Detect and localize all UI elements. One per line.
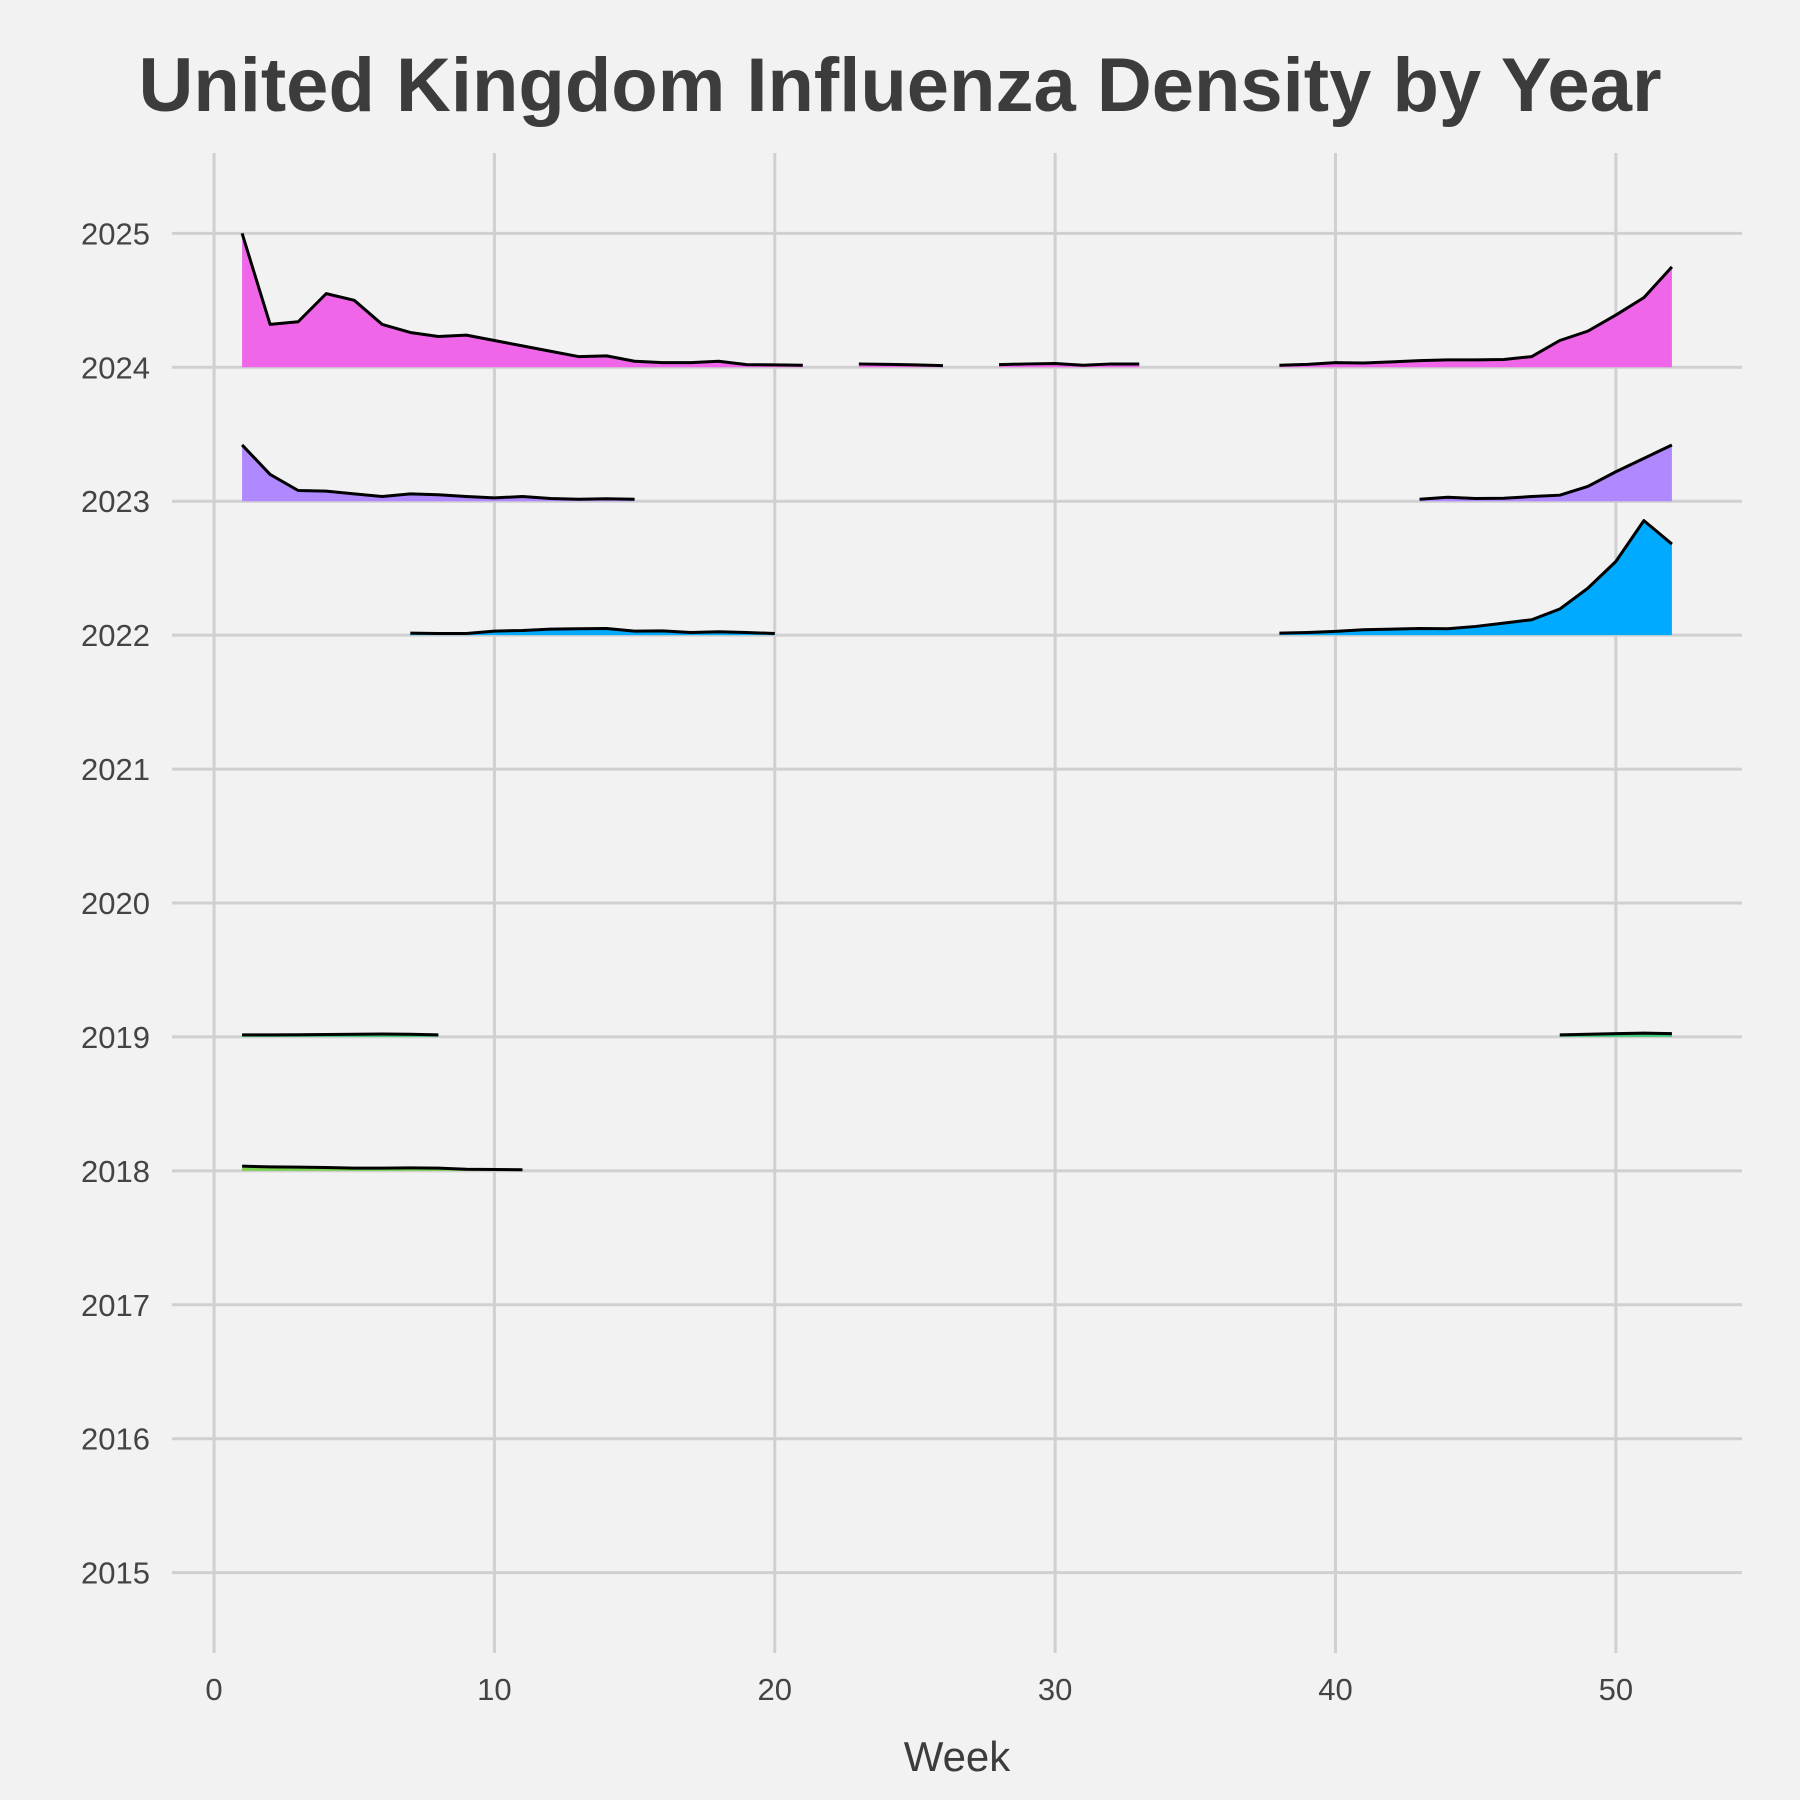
y-tick-label: 2023 — [81, 484, 150, 519]
density-line-2024 — [240, 232, 803, 367]
density-line-2019 — [242, 1032, 439, 1037]
label-layer: 0 10 20 30 40 50 2015 2016 2017 2018 2019 2020 2021 2… — [81, 216, 1633, 1780]
density-area-2022 — [1279, 520, 1672, 636]
density-line-2019 — [1559, 1031, 1672, 1037]
x-axis-label: Week — [904, 1733, 1012, 1780]
density-line-2022 — [1279, 519, 1673, 635]
y-tick-label: 2019 — [81, 1020, 150, 1055]
density-area-2023 — [1419, 444, 1672, 502]
y-tick-label: 2022 — [81, 618, 150, 653]
y-tick-label: 2025 — [81, 216, 150, 251]
x-tick-label: 50 — [1599, 1672, 1633, 1707]
density-area-2023 — [242, 444, 635, 502]
density-line-2023 — [1419, 443, 1673, 501]
density-area-2024 — [242, 233, 803, 368]
chart-title: United Kingdom Influenza Density by Year — [138, 43, 1662, 128]
density-line-2024 — [858, 362, 944, 368]
x-tick-label: 30 — [1038, 1672, 1072, 1707]
density-line-2024 — [1279, 265, 1674, 367]
x-tick-label: 10 — [477, 1672, 511, 1707]
y-tick-label: 2024 — [81, 350, 150, 385]
y-tick-label: 2021 — [81, 752, 150, 787]
grid-layer — [172, 153, 1742, 1653]
density-line-2024 — [999, 362, 1140, 367]
x-tick-label: 40 — [1318, 1672, 1352, 1707]
x-tick-label: 0 — [205, 1672, 222, 1707]
y-tick-label: 2015 — [81, 1556, 150, 1591]
density-line-2023 — [241, 443, 635, 501]
density-area-2024 — [1279, 266, 1672, 368]
density-line-2022 — [410, 626, 775, 636]
x-tick-label: 20 — [758, 1672, 792, 1707]
density-line-2018 — [242, 1164, 523, 1172]
y-tick-label: 2016 — [81, 1422, 150, 1457]
y-tick-label: 2020 — [81, 886, 150, 921]
y-tick-label: 2017 — [81, 1288, 150, 1323]
series-layer — [240, 232, 1674, 1172]
y-tick-label: 2018 — [81, 1154, 150, 1189]
